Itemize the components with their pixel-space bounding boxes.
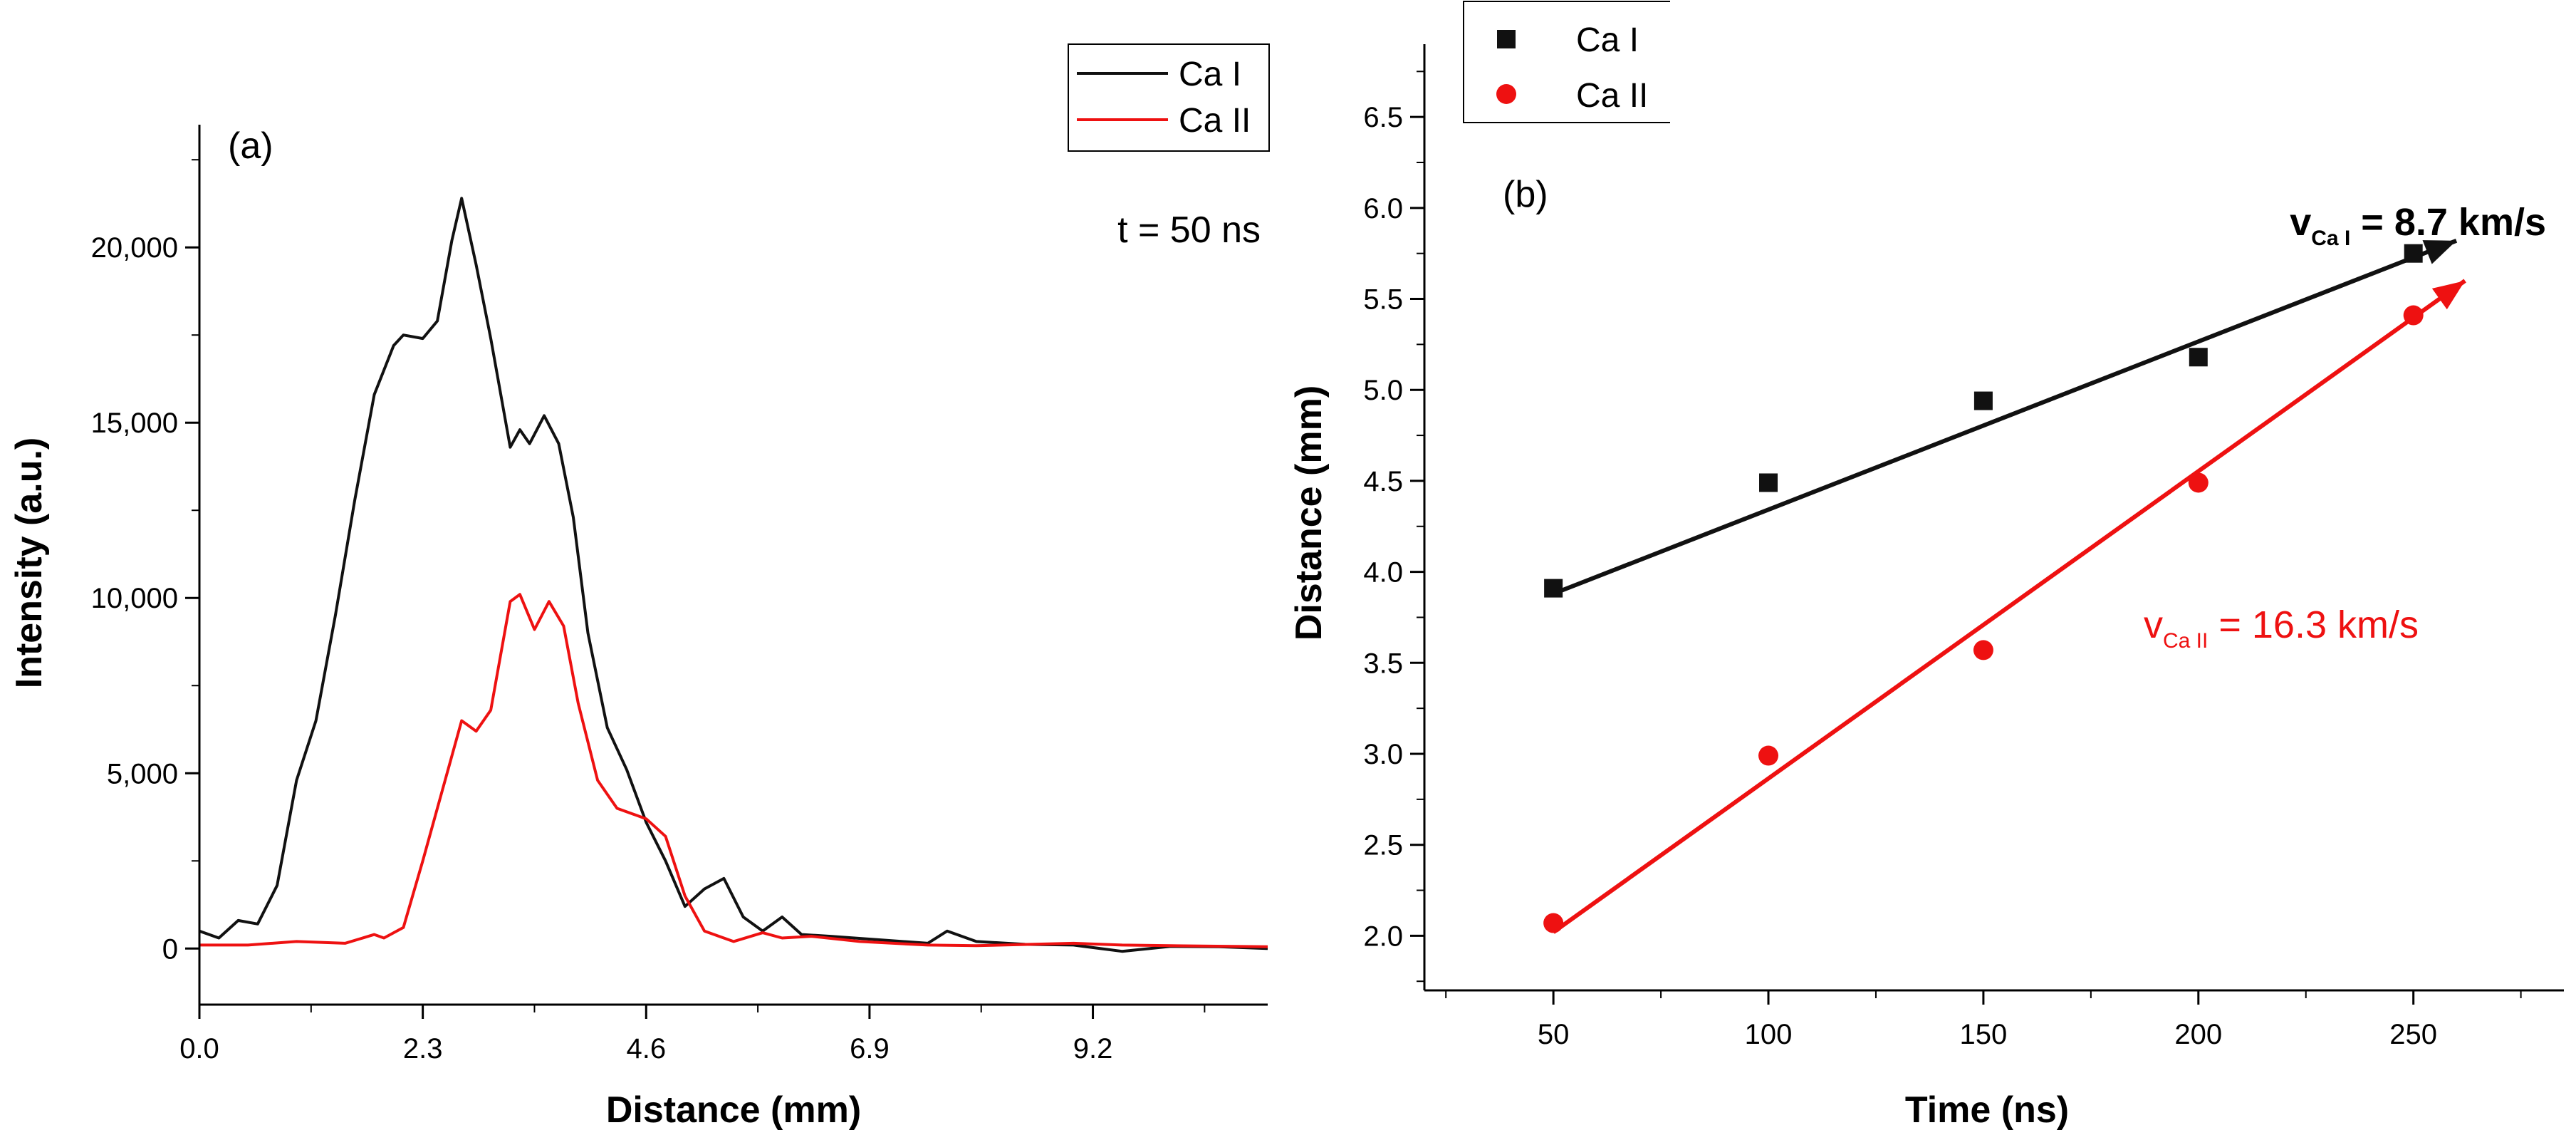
panel-a-ticks xyxy=(185,159,1206,1019)
panel-a-x-tick-label: 9.2 xyxy=(1073,1033,1113,1064)
data-point-ca-ii xyxy=(2188,472,2209,493)
panel-a-x-tick-label: 2.3 xyxy=(403,1033,443,1064)
data-point-ca-i xyxy=(1973,391,1993,410)
panel-b-x-tick-label: 150 xyxy=(1960,1019,2008,1050)
panel-b-y-tick-label: 5.0 xyxy=(1363,375,1403,406)
ca-ii-velocity-value: = 16.3 km/s xyxy=(2208,603,2419,646)
panel-a-x-tick-label: 6.9 xyxy=(850,1033,890,1064)
ca-i-velocity-v: v xyxy=(2290,201,2311,244)
data-point-ca-i xyxy=(1544,579,1563,598)
panel-a-y-tick-label: 0 xyxy=(162,933,178,965)
panel-b-y-tick-label: 3.0 xyxy=(1363,739,1403,770)
panel-a-legend: Ca I Ca II xyxy=(1068,43,1270,152)
panel-a-y-tick-label: 5,000 xyxy=(107,758,178,789)
panel-b-y-tick-label: 2.5 xyxy=(1363,830,1403,861)
panel-b-x-axis-title: Time (ns) xyxy=(1905,1089,2069,1131)
panel-b-x-tick-label: 200 xyxy=(2174,1019,2222,1050)
fit-arrowhead-ca-ii xyxy=(2431,281,2466,310)
legend-b-label-ca-i: Ca I xyxy=(1576,21,1639,59)
panel-b-y-tick-label: 3.5 xyxy=(1363,648,1403,679)
ca-i-velocity-value: = 8.7 km/s xyxy=(2350,201,2546,244)
panel-b-ticks xyxy=(1410,71,2522,1005)
panel-b-y-tick-label: 5.5 xyxy=(1363,284,1403,316)
panel-b-fit-lines xyxy=(1552,239,2466,934)
fit-line-ca-i xyxy=(1553,239,2458,596)
panel-a-y-axis-title: Intensity (a.u.) xyxy=(9,437,50,688)
panel-a-y-tick-label: 15,000 xyxy=(91,408,178,439)
panel-a-label: (a) xyxy=(228,125,273,167)
panel-b-legend: Ca I Ca II xyxy=(1463,1,1670,123)
data-point-ca-i xyxy=(2404,244,2423,263)
panel-a-time-annotation: t = 50 ns xyxy=(1117,209,1261,251)
legend-a-label-ca-ii: Ca II xyxy=(1179,102,1251,140)
panel-a-x-tick-label: 0.0 xyxy=(179,1033,219,1064)
panel-a-chart: 0.0 2.3 4.6 6.9 9.205,00010,00015,00020,000 … xyxy=(9,43,1270,1131)
ca-ii-velocity-subscript: Ca II xyxy=(2163,629,2208,653)
legend-a-label-ca-i: Ca I xyxy=(1179,56,1241,93)
legend-b-label-ca-ii: Ca II xyxy=(1576,77,1648,115)
data-point-ca-ii xyxy=(1758,745,1779,766)
panel-a-legend-box xyxy=(1068,43,1270,152)
panel-b-tick-labels: 50 100 150 200 250 2.0 2.5 3.0 3.5 4.0 4.5 5.0 5.5 6.… xyxy=(1363,102,2437,1050)
panel-a-tick-labels: 0.0 2.3 4.6 6.9 9.2 0 5,000 10,000 15,000 20,000 xyxy=(91,232,1113,1064)
data-point-ca-i xyxy=(2189,348,2208,367)
data-point-ca-ii xyxy=(1973,640,1993,660)
panel-b-y-tick-label: 4.5 xyxy=(1363,466,1403,497)
panel-a-x-axis-title: Distance (mm) xyxy=(606,1089,861,1131)
panel-b-x-tick-label: 50 xyxy=(1538,1019,1570,1050)
panel-b-label: (b) xyxy=(1503,174,1548,215)
panel-b-chart: 50 100 150 200 250 2.0 2.5 3.0 3.5 4.0 4.5 5.0 5.5 6.… xyxy=(1288,1,2564,1131)
data-point-ca-ii xyxy=(2403,305,2424,326)
panel-b-x-tick-label: 250 xyxy=(2389,1019,2437,1050)
panel-b-y-tick-label: 6.5 xyxy=(1363,102,1403,133)
ca-i-velocity-subscript: Ca I xyxy=(2311,227,2350,250)
series-line-ca-ii xyxy=(199,593,1268,948)
legend-b-marker-ca-ii xyxy=(1496,84,1516,104)
panel-a-y-tick-label: 20,000 xyxy=(91,232,178,264)
panel-a-plot-frame xyxy=(199,125,1268,1005)
panel-b-x-tick-label: 100 xyxy=(1745,1019,1793,1050)
fit-line-ca-ii xyxy=(1552,279,2466,934)
data-point-ca-i xyxy=(1759,473,1778,492)
panel-b-y-tick-label: 4.0 xyxy=(1363,557,1403,589)
panel-a-x-tick-label: 4.6 xyxy=(626,1033,666,1064)
panel-b-y-axis-title: Distance (mm) xyxy=(1288,385,1330,641)
ca-ii-velocity-label: vCa II = 16.3 km/s xyxy=(2144,603,2419,653)
panel-b-y-tick-label: 6.0 xyxy=(1363,193,1403,224)
panel-b-points xyxy=(1543,244,2424,933)
legend-b-marker-ca-i xyxy=(1497,30,1516,48)
ca-ii-velocity-v: v xyxy=(2144,603,2163,646)
series-line-ca-i xyxy=(199,197,1268,953)
panel-a-series xyxy=(199,197,1268,953)
fit-arrowhead-ca-i xyxy=(2422,240,2457,264)
data-point-ca-ii xyxy=(1543,913,1564,933)
ca-i-velocity-label: vCa I = 8.7 km/s xyxy=(2290,201,2546,250)
panel-b-y-tick-label: 2.0 xyxy=(1363,921,1403,952)
panel-a-y-tick-label: 10,000 xyxy=(91,583,178,614)
